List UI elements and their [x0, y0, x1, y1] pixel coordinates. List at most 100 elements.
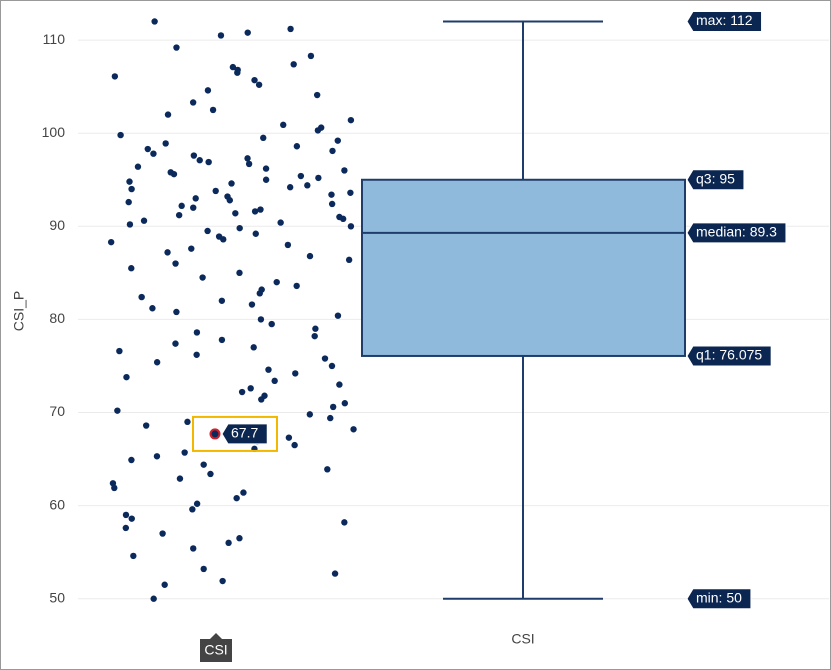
stat-tag: q3: 95: [686, 169, 745, 191]
data-point: [244, 29, 251, 36]
data-point: [232, 210, 239, 217]
data-point: [336, 381, 343, 388]
data-point: [200, 565, 207, 573]
data-point: [116, 347, 123, 355]
data-point: [170, 170, 178, 178]
data-point: [200, 461, 207, 468]
data-point: [347, 223, 355, 230]
data-point: [339, 215, 347, 223]
stat-tag-text: max: 112: [696, 12, 753, 28]
data-point: [172, 340, 179, 347]
data-point: [307, 52, 315, 60]
data-point: [304, 182, 311, 189]
data-point: [334, 137, 341, 144]
hover-x-label-text: CSI: [204, 642, 227, 658]
stat-tag: q1: 76.075: [686, 345, 772, 367]
data-point: [250, 344, 257, 351]
data-point: [291, 441, 298, 449]
stat-tag-text: min: 50: [696, 589, 742, 605]
data-point: [257, 316, 265, 323]
hover-tag-text: 67.7: [231, 425, 258, 441]
data-point: [306, 411, 314, 418]
stat-tag: median: 89.3: [686, 222, 787, 244]
data-point: [271, 377, 278, 385]
data-point: [172, 260, 179, 267]
data-point: [126, 221, 134, 228]
data-point: [209, 106, 217, 114]
data-point: [314, 127, 322, 134]
data-point: [128, 185, 135, 193]
data-point: [151, 18, 158, 25]
data-point: [181, 449, 188, 456]
data-point: [256, 290, 263, 297]
data-point: [123, 373, 130, 381]
data-point: [161, 581, 168, 588]
data-point: [176, 475, 184, 482]
box: [361, 178, 686, 357]
data-point: [255, 81, 263, 88]
data-point: [107, 238, 115, 246]
data-point: [315, 174, 322, 182]
y-tick-label: 110: [43, 31, 66, 47]
data-point: [150, 150, 157, 157]
data-point: [159, 530, 166, 537]
stat-tag-bg: [686, 169, 745, 191]
data-point: [247, 385, 254, 392]
data-point: [122, 524, 130, 532]
data-point: [188, 245, 195, 252]
data-point: [251, 76, 258, 84]
data-point: [114, 407, 121, 414]
data-point: [225, 539, 232, 547]
data-point: [341, 167, 348, 174]
hover-x-label: CSI: [200, 633, 232, 662]
data-point: [189, 99, 197, 106]
data-point: [236, 269, 243, 277]
data-point: [184, 418, 191, 426]
stat-tag: min: 50: [686, 588, 752, 610]
data-point: [280, 121, 287, 129]
data-point: [236, 224, 243, 232]
hover-tag-bg: [221, 423, 268, 445]
data-point: [345, 256, 353, 264]
data-point: [329, 147, 336, 155]
data-point: [122, 511, 130, 519]
data-point: [144, 145, 151, 153]
data-point: [111, 73, 119, 80]
data-point: [193, 351, 200, 358]
data-point: [287, 25, 294, 33]
data-point: [251, 208, 259, 215]
data-point: [234, 69, 241, 76]
data-point: [248, 301, 256, 308]
data-point: [218, 297, 226, 304]
data-point: [229, 63, 237, 71]
data-point: [218, 336, 226, 344]
data-point: [205, 158, 212, 166]
data-point: [190, 204, 197, 211]
data-point: [258, 396, 265, 403]
stat-tag-bg: [686, 588, 752, 610]
data-point: [173, 44, 180, 51]
stat-tag: max: 112: [686, 10, 763, 32]
data-point: [252, 230, 259, 237]
data-point: [311, 332, 318, 340]
data-point: [268, 320, 275, 328]
data-point: [128, 515, 135, 522]
data-point: [219, 577, 226, 585]
data-point: [328, 191, 335, 198]
y-tick-label: 100: [42, 124, 66, 140]
data-point: [192, 195, 199, 202]
data-point: [238, 388, 246, 396]
data-point: [153, 453, 161, 460]
data-point: [199, 274, 206, 281]
data-point: [341, 400, 349, 407]
stat-tag-bg: [686, 345, 772, 367]
data-point: [236, 535, 243, 542]
data-point: [306, 252, 314, 260]
y-tick-label: 90: [49, 217, 65, 233]
data-point: [117, 131, 124, 139]
data-point: [244, 155, 251, 162]
stat-tag-bg: [686, 222, 787, 244]
data-point: [193, 500, 201, 507]
data-point: [341, 519, 348, 526]
data-point: [262, 165, 270, 172]
